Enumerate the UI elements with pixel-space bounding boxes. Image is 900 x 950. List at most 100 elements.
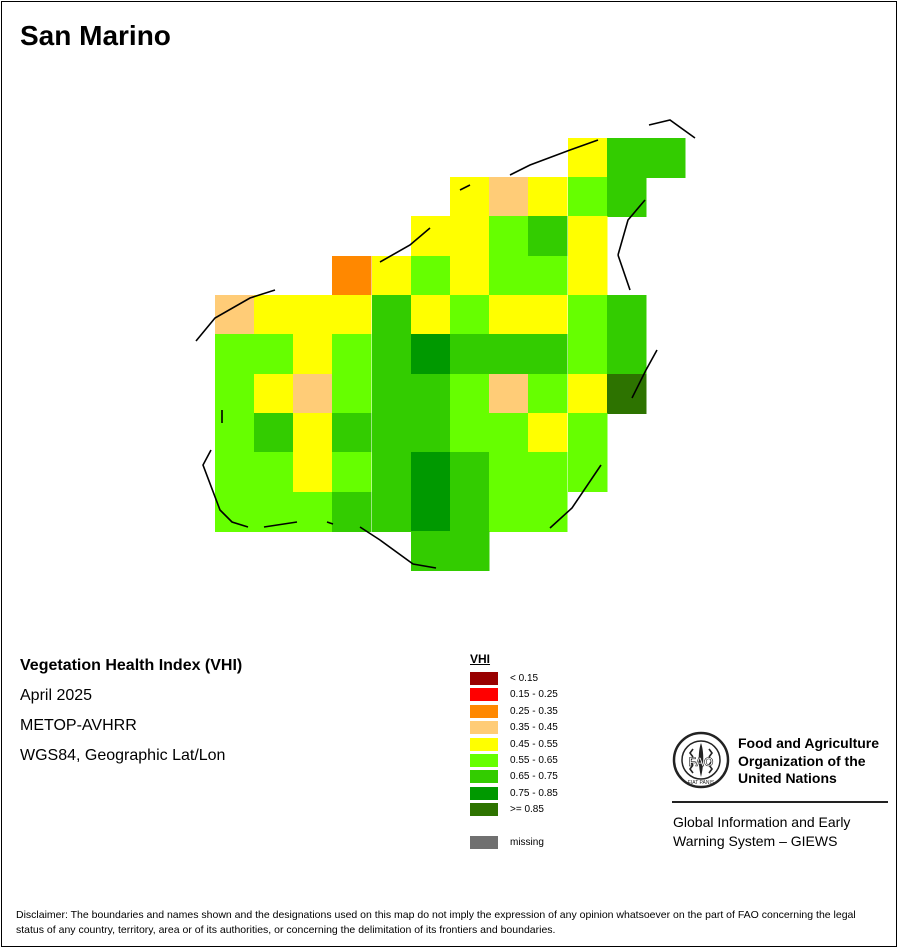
legend-swatch (470, 786, 498, 800)
legend-swatch (470, 704, 498, 718)
vhi-cell (528, 452, 568, 492)
vhi-cell (254, 334, 294, 374)
vhi-cell (411, 334, 451, 374)
legend-label: missing (510, 837, 544, 848)
border-line (459, 184, 471, 191)
vhi-cell (215, 452, 255, 492)
vhi-cell (411, 374, 451, 414)
vhi-cell (528, 216, 568, 256)
vhi-cell (568, 413, 608, 453)
vhi-cell (450, 334, 490, 374)
projection: WGS84, Geographic Lat/Lon (20, 747, 226, 764)
vhi-cell (372, 413, 412, 453)
vhi-cell (528, 374, 568, 414)
border-line (617, 199, 646, 256)
legend-swatch (470, 672, 498, 685)
vhi-cell (215, 334, 255, 374)
border-line (263, 521, 298, 528)
vhi-cell (372, 492, 412, 532)
legend-label: 0.35 - 0.45 (510, 722, 558, 734)
vhi-cell (568, 374, 608, 414)
border-line (379, 227, 431, 263)
border-line (359, 526, 437, 569)
vhi-cell (254, 452, 294, 492)
vhi-cell (372, 256, 412, 296)
legend-item: >= 0.85 (470, 803, 544, 817)
vhi-cell (293, 452, 333, 492)
legend-swatch (470, 770, 498, 784)
border-line (631, 349, 658, 399)
vhi-cell (254, 295, 294, 335)
vhi-cell (332, 374, 372, 414)
border-line (326, 521, 334, 525)
vhi-cell (568, 334, 608, 374)
period: April 2025 (20, 687, 93, 704)
sensor: METOP-AVHRR (20, 717, 137, 734)
vhi-cell (450, 492, 490, 532)
vhi-cell (489, 374, 529, 414)
vhi-cell (450, 374, 490, 414)
legend-label: 0.65 - 0.75 (510, 771, 558, 783)
map-title: San Marino (20, 20, 171, 51)
vhi-cell (528, 334, 568, 374)
border-line (617, 254, 631, 291)
vhi-cell (607, 177, 647, 217)
legend-swatch (470, 737, 498, 751)
vhi-cell (450, 177, 490, 217)
legend-item: 0.55 - 0.65 (470, 754, 558, 767)
vhi-cell (411, 452, 451, 492)
legend-item: 0.35 - 0.45 (470, 721, 558, 735)
vhi-cell (568, 295, 608, 335)
vhi-cell (411, 295, 451, 335)
vhi-cell (293, 334, 333, 374)
vhi-cell (489, 295, 529, 335)
vhi-cell (372, 452, 412, 492)
vhi-cell (332, 452, 372, 492)
index-name: Vegetation Health Index (VHI) (20, 657, 243, 674)
vhi-cell (293, 413, 333, 453)
legend-swatch (470, 803, 498, 817)
vhi-cell (568, 216, 608, 256)
vhi-cell (489, 256, 529, 296)
vhi-cell (528, 413, 568, 453)
legend-label: 0.25 - 0.35 (510, 705, 558, 717)
vhi-cell (607, 138, 647, 178)
fao-logo-icon: FAO FIAT PANIS (672, 731, 730, 789)
vhi-cell (528, 492, 568, 532)
vhi-cell (372, 295, 412, 335)
vhi-cell (528, 256, 568, 296)
legend-swatch (470, 754, 498, 767)
vhi-cell (607, 295, 647, 335)
vhi-cell (489, 216, 529, 256)
legend-item: 0.25 - 0.35 (470, 704, 558, 718)
legend-swatch (470, 836, 498, 849)
divider (672, 801, 888, 803)
vhi-cell (568, 256, 608, 296)
legend-label: < 0.15 (510, 673, 539, 684)
legend-swatch (470, 688, 498, 702)
vhi-cell (332, 295, 372, 335)
vhi-cell (528, 295, 568, 335)
vhi-grid (215, 138, 686, 571)
vhi-cell (372, 334, 412, 374)
legend-label: 0.75 - 0.85 (510, 787, 558, 799)
vhi-cell (489, 334, 529, 374)
vhi-cell (450, 531, 490, 571)
vhi-cell (215, 374, 255, 414)
vhi-cell (450, 452, 490, 492)
vhi-cell (450, 256, 490, 296)
vhi-cell (332, 334, 372, 374)
vhi-cell (450, 295, 490, 335)
vhi-cell (607, 334, 647, 374)
border-line (195, 289, 276, 342)
legend-item: 0.45 - 0.55 (470, 737, 558, 751)
vhi-cell (293, 374, 333, 414)
legend-label: 0.15 - 0.25 (510, 689, 558, 701)
vhi-cell (254, 413, 294, 453)
vhi-cell (411, 216, 451, 256)
vhi-cell (489, 413, 529, 453)
vhi-cell (450, 413, 490, 453)
legend-label: >= 0.85 (510, 804, 544, 816)
vhi-cell (489, 492, 529, 532)
